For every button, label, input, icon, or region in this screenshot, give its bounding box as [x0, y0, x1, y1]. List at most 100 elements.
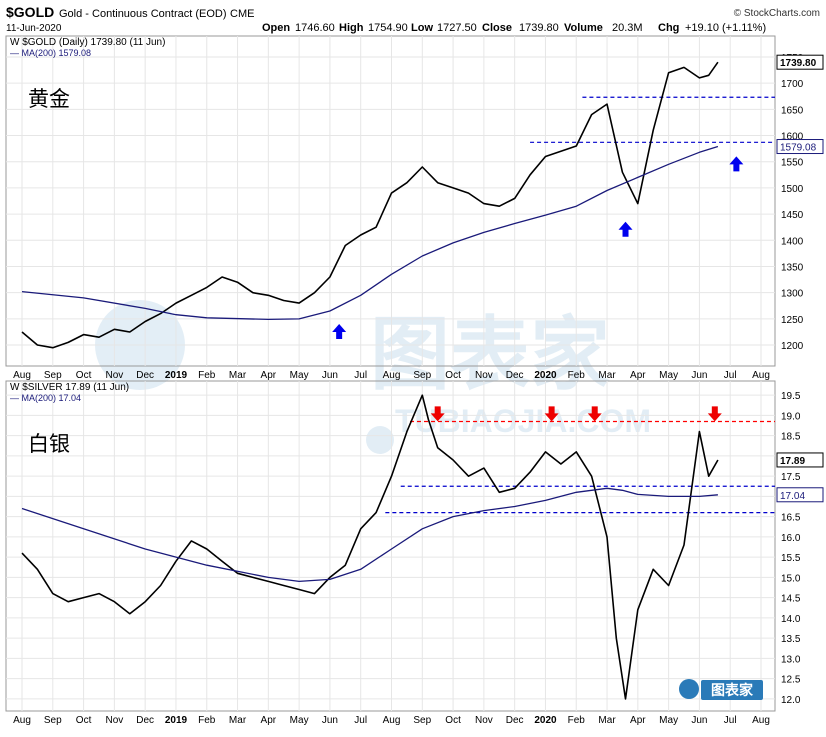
gold-ma-value-tag-box — [776, 139, 824, 155]
gold-x-tick-label: Jul — [354, 370, 367, 381]
arrow-up-icon — [618, 221, 633, 237]
silver-x-tick-label: Jun — [322, 715, 338, 726]
silver-x-tick-label: Apr — [261, 715, 277, 726]
logo-text: 图表家 — [711, 682, 754, 699]
high-label: High — [339, 22, 364, 34]
gold-y-tick-label: 1300 — [781, 289, 804, 300]
silver-x-tick-label: Jul — [354, 715, 367, 726]
silver-y-tick-label: 13.5 — [781, 634, 801, 645]
exchange-text: CME — [230, 8, 254, 20]
gold-x-tick-label: Feb — [198, 370, 216, 381]
gold-x-tick-label: Aug — [383, 370, 401, 381]
silver-y-tick-label: 14.0 — [781, 614, 801, 625]
gold-x-tick-label: Apr — [630, 370, 646, 381]
silver-price-line — [21, 394, 719, 700]
gold-x-tick-label: Mar — [598, 370, 616, 381]
silver-x-tick-label: Oct — [445, 715, 461, 726]
close-value: 1739.80 — [519, 22, 559, 34]
silver-x-tick-label: Mar — [598, 715, 616, 726]
silver-x-tick-label: Apr — [630, 715, 646, 726]
gold-last-price-tag: 1739.80 — [780, 58, 817, 69]
silver-ma-value-tag-box — [776, 487, 824, 503]
gold-legend-entry: — MA(200) 1579.08 — [10, 48, 91, 58]
silver-legend-entry: W $SILVER 17.89 (11 Jun) — [10, 382, 129, 393]
silver-x-tick-label: 2019 — [165, 715, 188, 726]
gold-y-tick-label: 1550 — [781, 158, 804, 169]
silver-x-tick-label: Feb — [568, 715, 586, 726]
gold-x-tick-label: Aug — [752, 370, 770, 381]
gold-y-tick-label: 1400 — [781, 236, 804, 247]
gold-panel: 1200 1250 1300 1350 1400 1450 1500 1550 1600 1650… — [5, 35, 824, 381]
silver-y-tick-label: 12.5 — [781, 675, 801, 686]
source-credit: © StockCharts.com — [734, 8, 820, 19]
silver-plot-frame — [5, 380, 776, 712]
low-label: Low — [411, 22, 433, 34]
high-value: 1754.90 — [368, 22, 408, 34]
volume-value: 20.3M — [612, 22, 643, 34]
gold-y-tick-label: 1450 — [781, 210, 804, 221]
instrument-name: Gold - Continuous Contract (EOD) — [59, 8, 227, 20]
watermark-dot-icon — [366, 426, 394, 454]
gold-x-tick-label: Jul — [724, 370, 737, 381]
gold-legend-entry: W $GOLD (Daily) 1739.80 (11 Jun) — [10, 37, 165, 48]
silver-x-tick-label: Sep — [44, 715, 62, 726]
silver-x-tick-label: Mar — [229, 715, 247, 726]
silver-x-tick-label: Oct — [76, 715, 92, 726]
silver-x-tick-label: Aug — [383, 715, 401, 726]
volume-label: Volume — [564, 22, 603, 34]
gold-x-tick-label: 2019 — [165, 370, 188, 381]
silver-x-tick-label: Nov — [105, 715, 123, 726]
silver-x-tick-label: Aug — [13, 715, 31, 726]
arrow-down-icon — [544, 406, 559, 422]
silver-x-tick-label: Jul — [724, 715, 737, 726]
silver-y-tick-label: 19.0 — [781, 411, 801, 422]
silver-legend-entry: — MA(200) 17.04 — [10, 393, 81, 403]
gold-x-tick-label: Nov — [105, 370, 123, 381]
silver-x-tick-label: Sep — [413, 715, 431, 726]
gold-x-tick-label: Dec — [136, 370, 154, 381]
gold-x-tick-label: Nov — [475, 370, 493, 381]
gold-x-tick-label: Oct — [445, 370, 461, 381]
gold-x-tick-label: Feb — [568, 370, 586, 381]
silver-ma-line — [21, 487, 718, 583]
arrow-down-icon — [430, 406, 445, 422]
chart-header: $GOLD Gold - Continuous Contract (EOD) C… — [6, 4, 820, 34]
chg-value: +19.10 (+1.11%) — [685, 22, 766, 34]
arrow-down-icon — [707, 406, 722, 422]
gold-x-tick-label: Jun — [691, 370, 707, 381]
silver-x-tick-label: Jun — [691, 715, 707, 726]
watermark: 图表家 TUBIAOJIA.COM — [95, 300, 651, 454]
silver-x-tick-label: Feb — [198, 715, 216, 726]
silver-y-tick-label: 12.0 — [781, 695, 801, 706]
symbol-text: $GOLD — [6, 4, 54, 20]
gold-x-tick-label: Aug — [13, 370, 31, 381]
gold-x-tick-label: Mar — [229, 370, 247, 381]
gold-panel-label: 黄金 — [28, 87, 70, 111]
close-label: Close — [482, 22, 512, 34]
silver-x-tick-label: Nov — [475, 715, 493, 726]
silver-ma-value-tag: 17.04 — [780, 491, 805, 502]
silver-y-tick-label: 15.0 — [781, 573, 801, 584]
silver-x-tick-label: May — [659, 715, 678, 726]
gold-x-tick-label: 2020 — [534, 370, 557, 381]
silver-y-tick-label: 16.5 — [781, 513, 801, 524]
arrow-up-icon — [729, 156, 744, 172]
silver-y-tick-label: 14.5 — [781, 594, 801, 605]
silver-last-price-tag-box — [776, 452, 824, 468]
silver-panel: 12.0 12.5 13.0 13.5 14.0 14.5 15.0 15.5 16.0 16.5… — [5, 380, 824, 726]
open-label: Open — [262, 22, 290, 34]
silver-panel-label: 白银 — [28, 432, 70, 456]
gold-y-tick-label: 1200 — [781, 341, 804, 352]
silver-y-tick-label: 16.0 — [781, 533, 801, 544]
gold-price-line — [21, 61, 719, 349]
arrow-down-icon — [587, 406, 602, 422]
logo-badge: 图表家 — [679, 679, 763, 700]
gold-y-tick-label: 1700 — [781, 79, 804, 90]
gold-y-tick-label: 1500 — [781, 184, 804, 195]
gold-last-price-tag-box — [776, 54, 824, 70]
gold-x-tick-label: Sep — [413, 370, 431, 381]
watermark-cn-text: 图表家 — [370, 308, 610, 401]
gold-y-tick-label: 1250 — [781, 315, 804, 326]
silver-y-tick-label: 18.5 — [781, 432, 801, 443]
gold-x-tick-label: Sep — [44, 370, 62, 381]
